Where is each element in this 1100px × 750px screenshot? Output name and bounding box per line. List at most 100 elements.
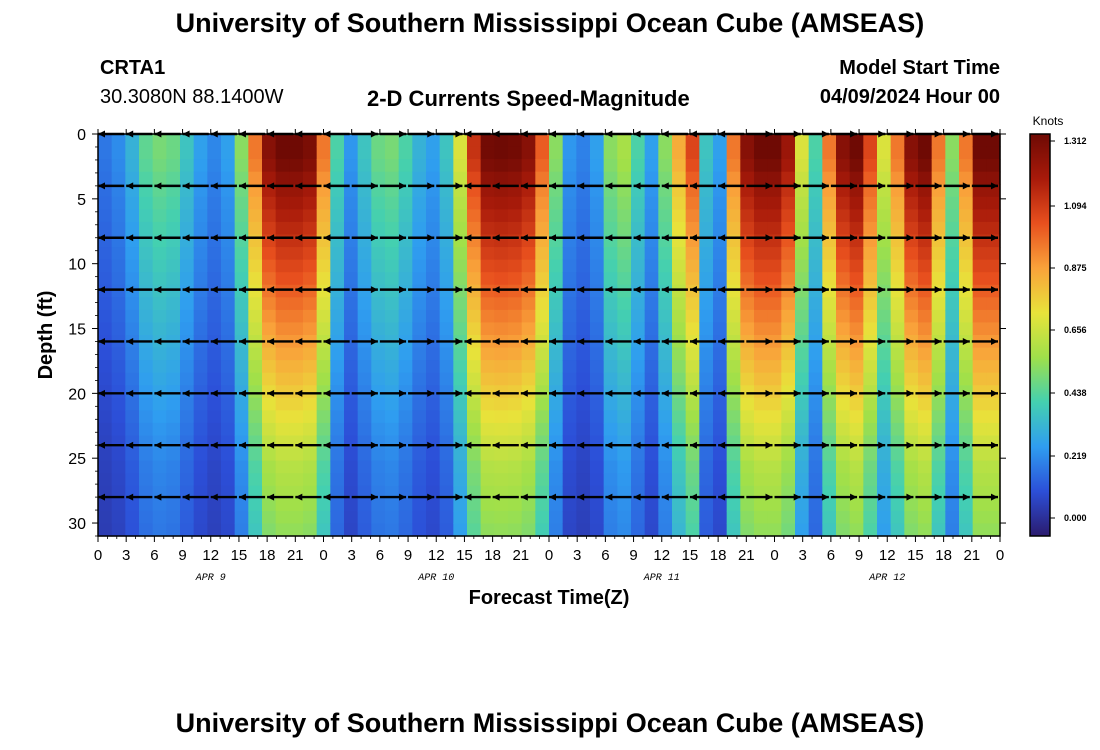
- heatmap-cell: [603, 523, 618, 537]
- heatmap-cell: [412, 347, 427, 361]
- heatmap-cell: [234, 196, 249, 210]
- heatmap-cell: [248, 485, 263, 499]
- heatmap-cell: [207, 460, 222, 474]
- heatmap-cell: [617, 171, 632, 185]
- heatmap-cell: [699, 473, 714, 487]
- heatmap-cell: [836, 221, 851, 236]
- heatmap-cell: [207, 221, 222, 236]
- heatmap-cell: [699, 196, 714, 210]
- heatmap-cell: [672, 259, 687, 273]
- heatmap-cell: [877, 410, 892, 424]
- heatmap-cell: [521, 134, 536, 148]
- heatmap-cell: [644, 159, 659, 173]
- heatmap-cell: [480, 171, 495, 185]
- heatmap-cell: [453, 272, 468, 286]
- heatmap-cell: [371, 510, 386, 525]
- heatmap-cell: [111, 284, 126, 298]
- heatmap-cell: [808, 498, 823, 512]
- heatmap-cell: [890, 322, 905, 336]
- heatmap-cell: [385, 498, 400, 512]
- heatmap-cell: [303, 322, 318, 336]
- heatmap-cell: [180, 460, 195, 474]
- current-arrow-head: [661, 234, 669, 242]
- heatmap-cell: [535, 372, 550, 386]
- heatmap-cell: [330, 309, 345, 324]
- y-tick-label: 30: [68, 516, 86, 533]
- heatmap-cell: [603, 171, 618, 185]
- heatmap-cell: [713, 422, 728, 437]
- heatmap-cell: [330, 385, 345, 399]
- heatmap-cell: [603, 448, 618, 462]
- heatmap-cell: [453, 372, 468, 386]
- heatmap-cell: [439, 259, 454, 273]
- heatmap-cell: [398, 134, 413, 148]
- heatmap-cell: [166, 146, 181, 160]
- heatmap-cell: [795, 297, 810, 311]
- heatmap-cell: [590, 259, 605, 273]
- heatmap-cell: [918, 372, 933, 386]
- heatmap-cell: [398, 171, 413, 185]
- current-arrow-head: [962, 389, 970, 397]
- heatmap-cell: [467, 134, 482, 148]
- current-arrow-head: [210, 441, 218, 449]
- heatmap-cell: [644, 272, 659, 286]
- heatmap-cell: [248, 234, 263, 248]
- heatmap-cell: [303, 422, 318, 437]
- heatmap-cell: [603, 259, 618, 273]
- heatmap-cell: [111, 448, 126, 462]
- heatmap-cell: [262, 448, 277, 462]
- heatmap-cell: [781, 159, 796, 173]
- heatmap-cell: [740, 422, 755, 437]
- current-arrow-head: [267, 234, 275, 242]
- heatmap-cell: [303, 272, 318, 286]
- heatmap-cell: [234, 134, 249, 148]
- heatmap-cell: [467, 309, 482, 324]
- heatmap-cell: [139, 297, 154, 311]
- heatmap-cell: [98, 347, 113, 361]
- heatmap-cell: [740, 234, 755, 248]
- heatmap-cell: [849, 146, 864, 160]
- heatmap-cell: [439, 309, 454, 324]
- heatmap-cell: [262, 435, 277, 449]
- heatmap-cell: [767, 510, 782, 525]
- current-arrow-head: [689, 182, 697, 190]
- heatmap-cell: [207, 347, 222, 361]
- current-arrow-head: [295, 337, 303, 345]
- current-arrow-head: [718, 493, 726, 501]
- heatmap-cell: [275, 498, 290, 512]
- heatmap-cell: [453, 159, 468, 173]
- heatmap-cell: [180, 297, 195, 311]
- heatmap-cell: [890, 221, 905, 236]
- heatmap-cell: [303, 309, 318, 324]
- heatmap-cell: [494, 448, 509, 462]
- heatmap-cell: [248, 498, 263, 512]
- heatmap-cell: [125, 448, 140, 462]
- heatmap-cell: [330, 422, 345, 437]
- current-arrow-head: [906, 182, 914, 190]
- heatmap-cell: [726, 410, 741, 424]
- heatmap-cell: [781, 309, 796, 324]
- heatmap-cell: [931, 196, 946, 210]
- heatmap-cell: [781, 347, 796, 361]
- heatmap-cell: [494, 247, 509, 261]
- heatmap-cell: [562, 485, 577, 499]
- current-arrow-head: [455, 286, 463, 294]
- current-arrow-head: [492, 389, 500, 397]
- heatmap-cell: [603, 498, 618, 512]
- heatmap-cell: [631, 297, 646, 311]
- current-arrow-head: [718, 286, 726, 294]
- heatmap-cell: [248, 247, 263, 261]
- heatmap-cell: [713, 435, 728, 449]
- heatmap-cell: [521, 473, 536, 487]
- heatmap-cell: [904, 272, 919, 286]
- heatmap-cell: [549, 221, 564, 236]
- heatmap-cell: [453, 498, 468, 512]
- heatmap-cell: [931, 422, 946, 437]
- heatmap-cell: [193, 485, 208, 499]
- heatmap-cell: [535, 309, 550, 324]
- x-tick-label: 18: [484, 547, 501, 564]
- heatmap-cell: [767, 448, 782, 462]
- heatmap-cell: [904, 460, 919, 474]
- heatmap-cell: [699, 385, 714, 399]
- heatmap-cell: [480, 473, 495, 487]
